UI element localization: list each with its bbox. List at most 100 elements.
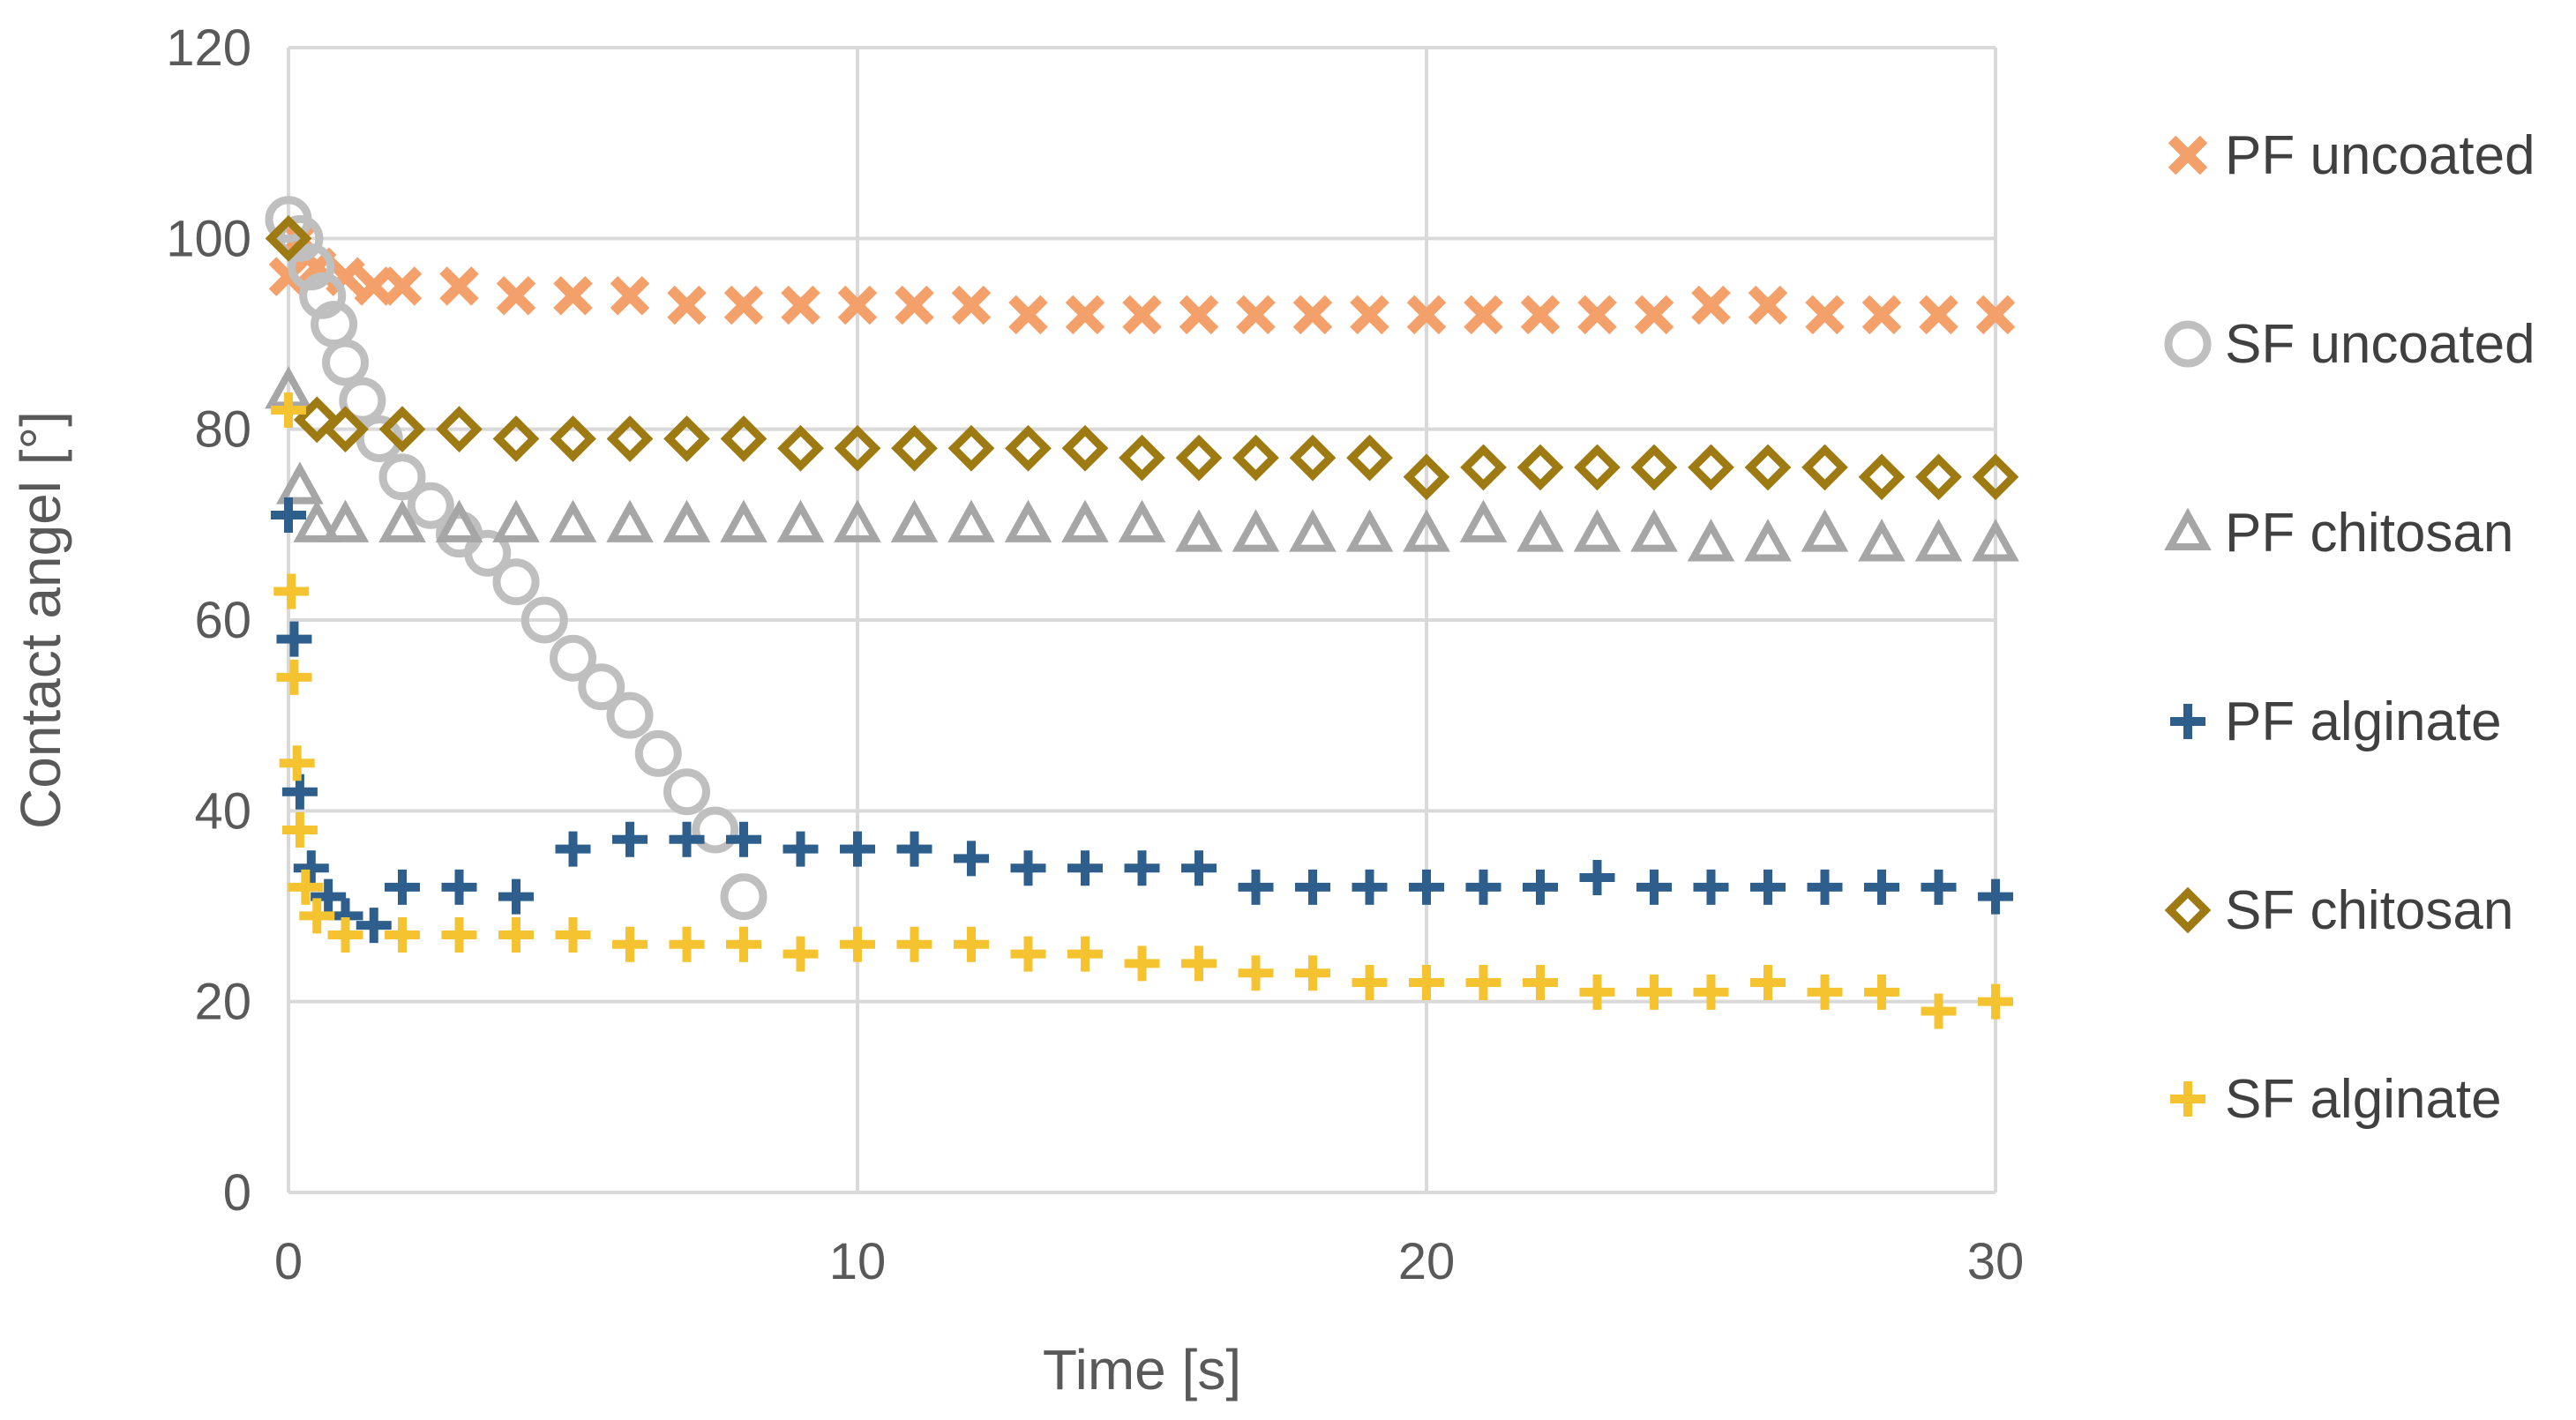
data-point (441, 869, 477, 905)
data-point (1978, 983, 2013, 1020)
data-point (1292, 295, 1333, 335)
data-point (1010, 850, 1046, 886)
data-point (1516, 444, 1564, 491)
data-point (606, 415, 654, 462)
data-point (276, 659, 312, 695)
legend-item-sf-alginate: SF alginate (2170, 1069, 2502, 1130)
data-point (606, 499, 654, 542)
data-point (1409, 869, 1444, 905)
data-point (896, 831, 932, 867)
data-point (726, 821, 761, 857)
data-point (1295, 955, 1330, 991)
data-point (1861, 295, 1902, 335)
legend: PF uncoated SF uncoated PF chitosan PF algi… (2164, 125, 2535, 1130)
legend-marker (2164, 886, 2212, 934)
data-point (1744, 519, 1792, 562)
data-point (890, 499, 939, 542)
data-point (1464, 295, 1503, 335)
x-tick-label: 30 (1967, 1233, 2025, 1290)
data-point (1630, 444, 1678, 491)
data-point (1061, 424, 1109, 472)
data-point (555, 831, 591, 867)
data-point (492, 558, 540, 606)
data-point (1972, 519, 2019, 562)
data-point (1124, 850, 1160, 886)
data-point (1807, 869, 1843, 905)
data-point (1067, 936, 1103, 972)
data-point (271, 392, 306, 429)
data-point (1520, 295, 1561, 335)
data-point (550, 415, 596, 462)
legend-item-pf-uncoated: PF uncoated (2168, 125, 2535, 186)
data-point (1516, 509, 1564, 552)
data-point (1523, 965, 1558, 1001)
data-point (1972, 453, 2019, 501)
y-tick-label: 20 (194, 974, 251, 1031)
data-point (720, 415, 768, 462)
data-point (1460, 444, 1507, 491)
data-point (1409, 965, 1444, 1001)
x-tick-label: 0 (274, 1233, 303, 1290)
data-point (1005, 424, 1052, 472)
data-point (1805, 295, 1845, 335)
data-point (1181, 850, 1217, 886)
data-point (1921, 993, 1957, 1029)
data-point (1352, 869, 1388, 905)
y-tick-label: 80 (194, 401, 251, 459)
data-point (321, 499, 370, 542)
data-point (293, 499, 341, 542)
data-point (840, 831, 875, 867)
legend-marker (2170, 1081, 2205, 1117)
data-point (663, 768, 710, 816)
data-point (276, 621, 312, 657)
data-point (834, 499, 881, 542)
data-point (1459, 499, 1508, 542)
data-point (634, 729, 682, 777)
data-point (378, 499, 426, 542)
data-point (288, 243, 335, 291)
data-point (293, 850, 329, 886)
data-point (1858, 453, 1906, 501)
data-point (322, 339, 369, 386)
data-point (1175, 434, 1223, 482)
data-point (1065, 295, 1105, 335)
data-point (954, 841, 989, 877)
data-point (1864, 869, 1899, 905)
data-point (891, 424, 938, 472)
legend-label: SF alginate (2225, 1069, 2502, 1130)
data-point (1574, 444, 1621, 491)
legend-label: SF uncoated (2225, 314, 2535, 375)
data-point (327, 916, 363, 953)
data-point (279, 745, 315, 781)
data-point (407, 482, 454, 529)
series-sf-alginate (271, 392, 2013, 1029)
data-point (553, 275, 593, 316)
legend-marker (2170, 704, 2205, 739)
data-point (271, 497, 306, 534)
data-point (1232, 509, 1280, 552)
data-point (720, 873, 768, 921)
x-tick-label: 10 (829, 1233, 887, 1290)
series-layer (265, 196, 2019, 1029)
y-tick-label: 0 (223, 1164, 251, 1222)
data-point (1693, 869, 1729, 905)
data-point (947, 499, 995, 542)
data-point (1801, 509, 1849, 552)
data-point (1579, 974, 1615, 1010)
data-point (1175, 509, 1223, 552)
legend-marker (2164, 320, 2212, 368)
data-point (783, 936, 819, 972)
data-point (356, 908, 392, 944)
data-point (612, 821, 648, 857)
data-point (492, 415, 540, 462)
data-point (1236, 295, 1276, 335)
data-point (947, 424, 995, 472)
data-point (720, 499, 768, 542)
data-point (1750, 965, 1786, 1001)
data-point (339, 377, 386, 424)
data-point (783, 831, 819, 867)
y-tick-label: 100 (166, 210, 251, 267)
data-point (1238, 869, 1274, 905)
legend-label: PF chitosan (2225, 503, 2513, 564)
